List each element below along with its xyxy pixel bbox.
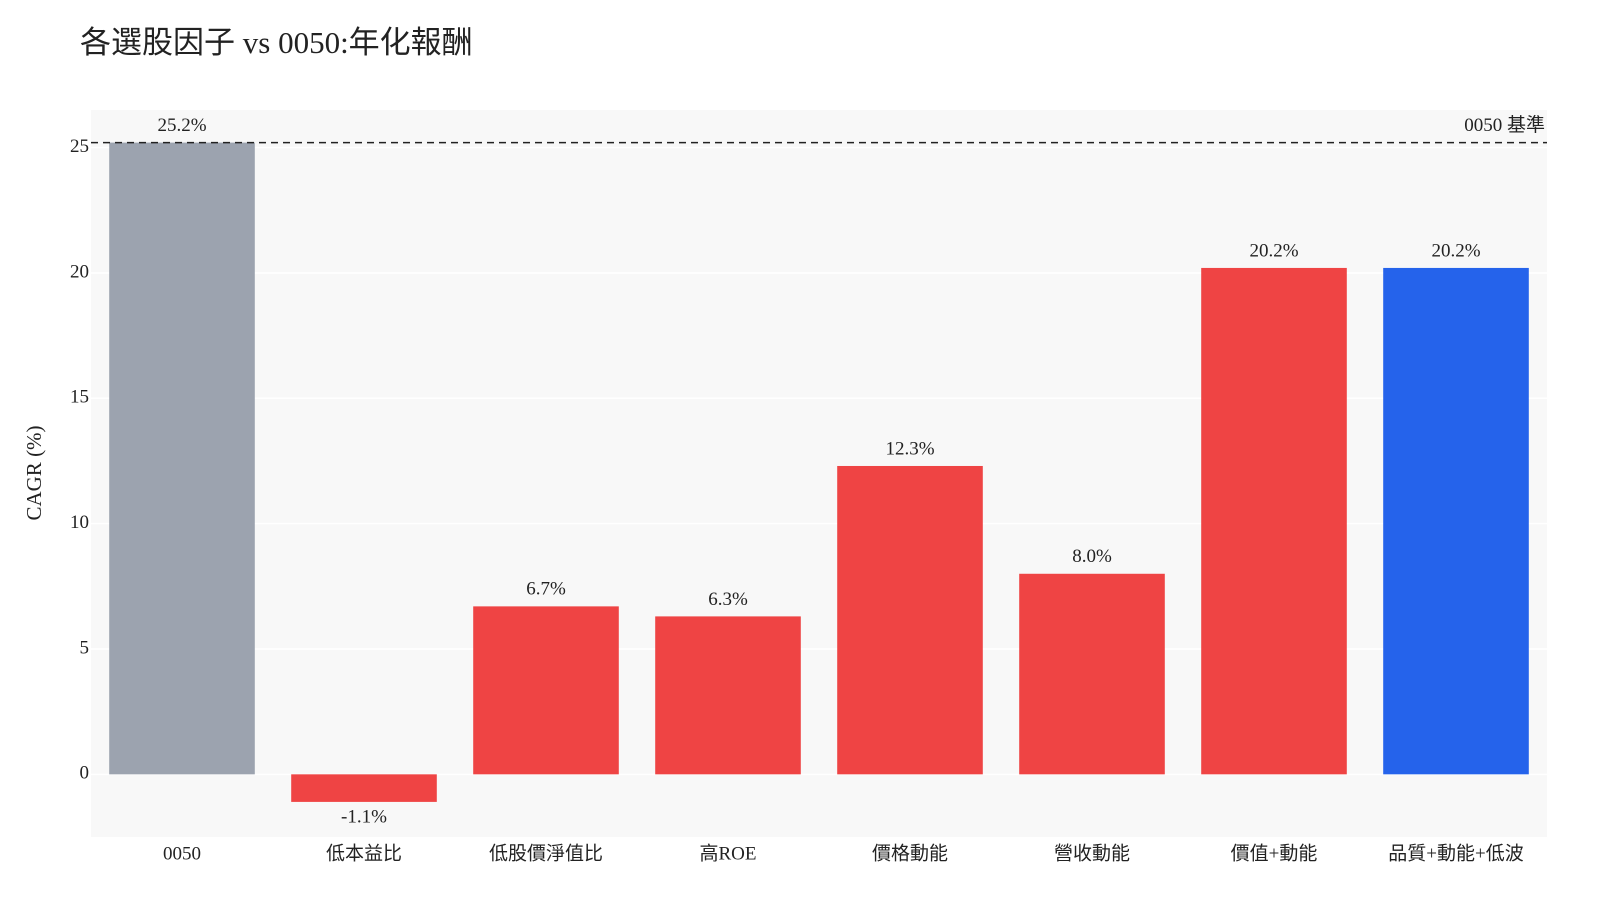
value-label: -1.1% xyxy=(341,806,387,827)
y-tick-label: 15 xyxy=(70,387,89,408)
value-label: 20.2% xyxy=(1431,240,1480,261)
x-tick-label: 0050 xyxy=(163,843,201,864)
value-label: 12.3% xyxy=(885,438,934,459)
reference-label: 0050 基準 xyxy=(1464,114,1545,136)
value-label: 8.0% xyxy=(1072,546,1112,567)
value-label: 6.7% xyxy=(526,579,566,600)
y-tick-label: 10 xyxy=(70,512,89,533)
y-tick-label: 5 xyxy=(80,637,90,658)
bar xyxy=(1019,573,1165,775)
bar xyxy=(473,606,619,775)
x-tick-label: 營收動能 xyxy=(1054,842,1130,864)
y-axis-title: CAGR (%) xyxy=(22,425,46,520)
x-tick-label: 價值+動能 xyxy=(1231,842,1318,864)
bar xyxy=(655,616,801,775)
bar xyxy=(291,774,437,802)
bar xyxy=(109,142,255,775)
y-tick-label: 25 xyxy=(70,136,89,157)
x-tick-label: 高ROE xyxy=(699,842,756,864)
y-tick-label: 20 xyxy=(70,261,89,282)
value-label: 6.3% xyxy=(708,589,748,610)
value-label: 20.2% xyxy=(1249,240,1298,261)
y-tick-label: 0 xyxy=(80,763,90,784)
x-tick-label: 價格動能 xyxy=(872,842,948,864)
x-tick-label: 品質+動能+低波 xyxy=(1388,842,1523,864)
bar xyxy=(1383,267,1529,775)
chart-title: 各選股因子 vs 0050:年化報酬 xyxy=(80,25,473,60)
bar xyxy=(1201,267,1347,775)
value-label: 25.2% xyxy=(157,115,206,136)
x-tick-label: 低股價淨值比 xyxy=(489,842,603,864)
bar xyxy=(837,465,983,775)
x-tick-label: 低本益比 xyxy=(326,842,402,864)
